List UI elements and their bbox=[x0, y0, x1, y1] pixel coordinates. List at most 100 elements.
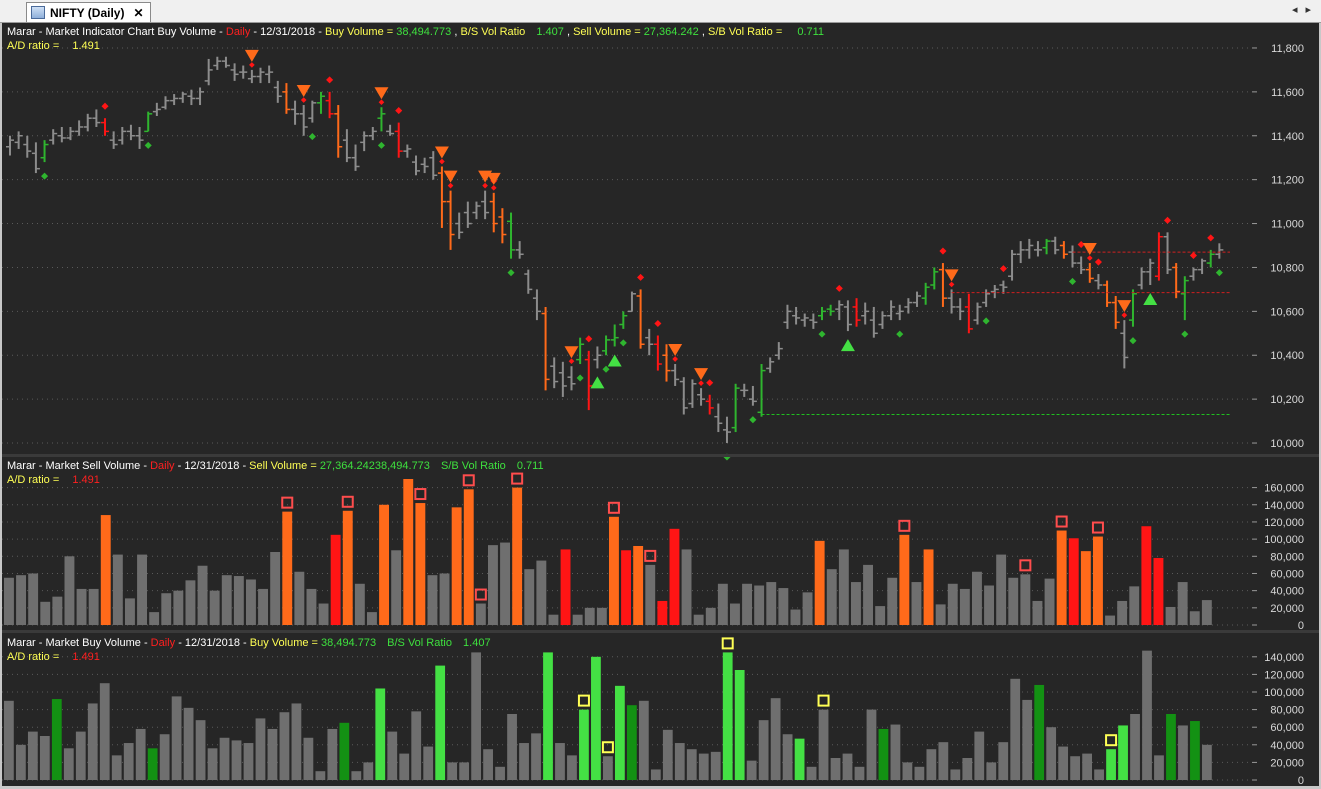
pane-divider-1[interactable] bbox=[2, 454, 1319, 457]
sell-bar bbox=[233, 576, 244, 625]
buy-bar bbox=[974, 731, 985, 780]
price-bar bbox=[83, 113, 92, 132]
buy-bar bbox=[1142, 650, 1152, 780]
sell-bar bbox=[173, 590, 184, 625]
sell-signal-marker bbox=[414, 488, 427, 501]
price-bar bbox=[178, 91, 187, 103]
buy-bar bbox=[231, 740, 242, 780]
price-axis-tick-label: 10,000 bbox=[1270, 438, 1304, 450]
price-bar bbox=[256, 67, 265, 84]
buy-ad-label: A/D ratio = bbox=[7, 651, 59, 663]
price-bar bbox=[1172, 263, 1181, 299]
price-bar bbox=[247, 69, 256, 84]
sell-bar bbox=[161, 593, 172, 625]
buy-bar bbox=[842, 753, 853, 780]
sell-volume-label: Sell Volume = bbox=[249, 460, 317, 472]
sell-bar bbox=[633, 545, 644, 625]
sell-bar bbox=[52, 596, 63, 625]
buy-signal-marker bbox=[721, 637, 734, 650]
price-bar bbox=[524, 269, 533, 294]
buy-bar bbox=[1166, 714, 1176, 780]
pane-divider-2[interactable] bbox=[2, 630, 1319, 633]
sell-bar bbox=[766, 582, 777, 625]
buy-signal-marker bbox=[817, 694, 830, 707]
buy-bar bbox=[387, 731, 398, 780]
buy-bar bbox=[926, 749, 937, 780]
buy-bar bbox=[495, 766, 505, 780]
buy-bar bbox=[782, 734, 793, 780]
sell-arrow-marker bbox=[244, 49, 259, 62]
price-bar bbox=[325, 91, 334, 119]
price-axis-tick-label: 10,400 bbox=[1270, 350, 1304, 362]
buy-bar bbox=[1130, 714, 1140, 780]
tab-nifty-daily[interactable]: NIFTY (Daily) ✕ bbox=[26, 2, 151, 22]
scroll-left-icon[interactable]: ◂ bbox=[1291, 4, 1298, 16]
price-bar bbox=[481, 190, 490, 220]
price-bar bbox=[403, 144, 412, 158]
price-bar bbox=[360, 131, 369, 152]
price-bar bbox=[688, 379, 697, 408]
price-bar bbox=[1198, 258, 1207, 275]
sell-axis-tick-label: 40,000 bbox=[1270, 586, 1304, 598]
sell-ad-label: A/D ratio = bbox=[7, 474, 59, 486]
buy-bar bbox=[63, 748, 74, 780]
price-bar bbox=[990, 285, 999, 299]
sell-bar bbox=[1008, 577, 1019, 625]
price-bar bbox=[1059, 241, 1068, 259]
close-icon[interactable]: ✕ bbox=[133, 5, 144, 20]
sell-bar bbox=[1201, 600, 1212, 625]
buy-sep-1: - bbox=[144, 637, 151, 649]
sell-bar bbox=[1177, 582, 1188, 625]
buy-bar bbox=[531, 733, 541, 780]
buy-bar bbox=[339, 722, 350, 780]
chart-svg[interactable]: 10,000 10,200 10,400 10,600 10,800 11,000 11,2… bbox=[2, 23, 1319, 786]
price-axis-tick-label: 11,800 bbox=[1271, 43, 1304, 55]
price-bar bbox=[92, 109, 101, 127]
buy-bar bbox=[1058, 746, 1069, 780]
buy-bar bbox=[27, 731, 38, 780]
buy-bar bbox=[626, 705, 637, 780]
sell-bar bbox=[1020, 574, 1031, 625]
sell-bar bbox=[125, 598, 135, 625]
sell-arrow-marker bbox=[1117, 300, 1132, 313]
sell-signal-marker bbox=[511, 472, 524, 485]
sell-signal-dot bbox=[395, 107, 403, 115]
sell-signal-marker bbox=[1019, 559, 1032, 572]
price-bar bbox=[792, 306, 801, 325]
buy-bar bbox=[39, 736, 50, 780]
price-bar bbox=[187, 89, 196, 106]
sell-signal-dot bbox=[326, 76, 334, 84]
sell-bar bbox=[778, 588, 789, 625]
chart-area[interactable]: 10,000 10,200 10,400 10,600 10,800 11,000 11,2… bbox=[2, 23, 1319, 786]
buy-bar bbox=[447, 762, 458, 780]
price-bar bbox=[14, 131, 23, 149]
price-bar bbox=[109, 131, 118, 149]
price-bar bbox=[714, 403, 723, 433]
sell-sep-1: - bbox=[143, 460, 150, 472]
price-bar bbox=[455, 212, 464, 239]
buy-bar bbox=[614, 685, 625, 780]
sell-bar bbox=[112, 554, 123, 625]
price-bar bbox=[843, 300, 852, 332]
buy-bar bbox=[914, 766, 925, 780]
price-sell-volume-label: Sell Volume = bbox=[573, 26, 641, 38]
sell-date: 12/31/2018 bbox=[184, 460, 239, 472]
price-bar bbox=[1154, 232, 1163, 281]
sell-arrow-marker bbox=[1082, 243, 1097, 256]
buy-sep-2: - bbox=[178, 637, 185, 649]
buy-bar bbox=[255, 718, 266, 780]
buy-axis-tick-label: 100,000 bbox=[1264, 687, 1304, 699]
price-bar bbox=[135, 126, 144, 149]
price-bar bbox=[446, 190, 455, 250]
sell-bar bbox=[899, 534, 910, 625]
sell-bar bbox=[1189, 611, 1200, 625]
price-bar bbox=[861, 302, 870, 325]
sell-bar bbox=[4, 577, 14, 625]
price-bar bbox=[541, 306, 550, 391]
price-bar bbox=[645, 328, 654, 356]
buy-bar bbox=[483, 749, 493, 780]
sell-signal-marker bbox=[474, 588, 487, 601]
scroll-right-icon[interactable]: ▸ bbox=[1305, 4, 1311, 16]
buy-bar bbox=[435, 665, 446, 780]
buy-bar bbox=[662, 729, 673, 780]
